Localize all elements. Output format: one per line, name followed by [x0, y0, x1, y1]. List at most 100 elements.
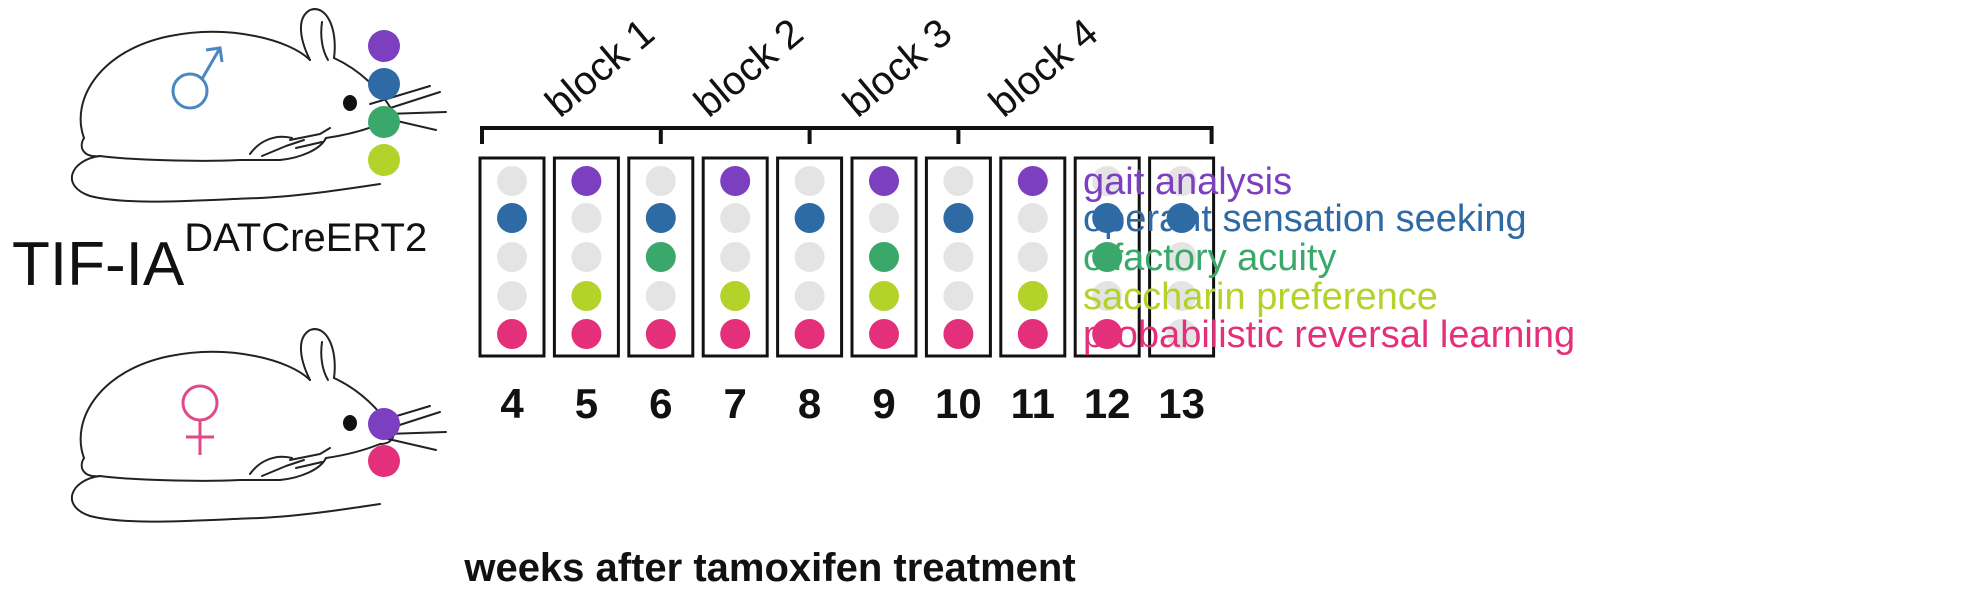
active-operant-dot: [1166, 203, 1197, 233]
week-label: 12: [1084, 380, 1131, 427]
week-column-9: [850, 156, 918, 358]
active-saccharin-dot: [720, 281, 751, 311]
week-labels: 4 5 6 7 8 9 10 11 12 13: [500, 380, 1205, 427]
inactive-olfactory-dot: [1166, 242, 1197, 272]
week-label: 13: [1158, 380, 1205, 427]
block-label: block 3: [835, 10, 960, 125]
inactive-saccharin-dot: [794, 281, 825, 311]
active-saccharin-dot: [869, 281, 899, 311]
inactive-saccharin-dot: [497, 281, 527, 311]
legend-saccharin: saccharin preference: [1083, 276, 1438, 318]
male-mouse-illustration: [70, 8, 447, 203]
male-mouse-eye: [343, 95, 357, 111]
inactive-operant-dot: [720, 203, 751, 233]
male-saccharin-dot: [368, 144, 400, 176]
active-prl-dot: [571, 319, 602, 349]
legend-prl: probabilistic reversal learning: [1083, 314, 1575, 356]
active-prl-dot: [869, 319, 899, 349]
weeks-axis-label: weeks after tamoxifen treatment: [463, 546, 1075, 590]
legend-gait: gait analysis: [1083, 161, 1292, 203]
week-column-10: [924, 156, 992, 358]
week-column-7: [701, 156, 769, 358]
active-operant-dot: [794, 203, 825, 233]
inactive-operant-dot: [571, 203, 602, 233]
active-olfactory-dot: [645, 242, 676, 272]
active-operant-dot: [943, 203, 974, 233]
female-gait-dot: [368, 408, 400, 440]
block-label: block 4: [981, 10, 1106, 125]
active-gait-dot: [571, 166, 602, 196]
active-saccharin-dot: [571, 281, 602, 311]
inactive-gait-dot: [794, 166, 825, 196]
week-label: 5: [575, 380, 598, 427]
inactive-gait-dot: [1166, 166, 1197, 196]
active-gait-dot: [1017, 166, 1048, 196]
active-gait-dot: [720, 166, 751, 196]
active-operant-dot: [1092, 203, 1123, 233]
inactive-operant-dot: [869, 203, 899, 233]
inactive-olfactory-dot: [1017, 242, 1048, 272]
week-label: 9: [872, 380, 895, 427]
mouse-line-superscript: DATCreERT2: [184, 216, 427, 260]
week-column-13: [1148, 156, 1216, 358]
inactive-operant-dot: [1017, 203, 1048, 233]
inactive-prl-dot: [1166, 319, 1197, 349]
active-olfactory-dot: [869, 242, 899, 272]
inactive-gait-dot: [497, 166, 527, 196]
week-label: 4: [500, 380, 524, 427]
block-brackets: block 1 block 2 block 3 block 4: [480, 10, 1214, 144]
active-prl-dot: [720, 319, 751, 349]
male-olfactory-dot: [368, 106, 400, 138]
legend-olfactory: olfactory acuity: [1083, 237, 1336, 279]
active-saccharin-dot: [1017, 281, 1048, 311]
week-label: 7: [724, 380, 747, 427]
active-operant-dot: [645, 203, 676, 233]
active-prl-dot: [645, 319, 676, 349]
week-label: 8: [798, 380, 821, 427]
active-olfactory-dot: [1092, 242, 1123, 272]
inactive-olfactory-dot: [497, 242, 527, 272]
mouse-line-title: TIF-IADATCreERT2: [12, 216, 427, 299]
week-column-4: [478, 156, 546, 358]
active-prl-dot: [1017, 319, 1048, 349]
week-column-11: [999, 156, 1067, 358]
active-gait-dot: [869, 166, 899, 196]
female-prl-dot: [368, 445, 400, 477]
inactive-saccharin-dot: [943, 281, 974, 311]
inactive-olfactory-dot: [794, 242, 825, 272]
active-prl-dot: [794, 319, 825, 349]
inactive-olfactory-dot: [571, 242, 602, 272]
week-column-5: [552, 156, 620, 358]
male-operant-dot: [368, 68, 400, 100]
week-column-8: [776, 156, 844, 358]
active-prl-dot: [943, 319, 974, 349]
inactive-gait-dot: [943, 166, 974, 196]
week-label: 11: [1011, 380, 1055, 427]
inactive-saccharin-dot: [645, 281, 676, 311]
male-gait-dot: [368, 30, 400, 62]
inactive-olfactory-dot: [943, 242, 974, 272]
inactive-gait-dot: [645, 166, 676, 196]
block-label: block 2: [686, 10, 811, 125]
inactive-saccharin-dot: [1092, 281, 1123, 311]
inactive-olfactory-dot: [720, 242, 751, 272]
female-mouse-illustration: [70, 328, 447, 523]
female-test-dots: [368, 408, 400, 477]
inactive-gait-dot: [1092, 166, 1123, 196]
schedule-grid: [478, 156, 1216, 358]
male-symbol-icon: [171, 46, 224, 110]
male-test-dots: [368, 30, 400, 176]
legend-operant: operant sensation seeking: [1083, 198, 1527, 240]
week-label: 6: [649, 380, 672, 427]
week-column-12: [1073, 156, 1141, 358]
mouse-line-name: TIF-IA: [12, 230, 185, 299]
block-label: block 1: [537, 10, 662, 125]
inactive-saccharin-dot: [1166, 281, 1197, 311]
week-column-6: [627, 156, 695, 358]
female-symbol-icon: [181, 384, 219, 455]
block-bracket-line: [480, 126, 1214, 144]
female-mouse-eye: [343, 415, 357, 431]
active-prl-dot: [497, 319, 527, 349]
